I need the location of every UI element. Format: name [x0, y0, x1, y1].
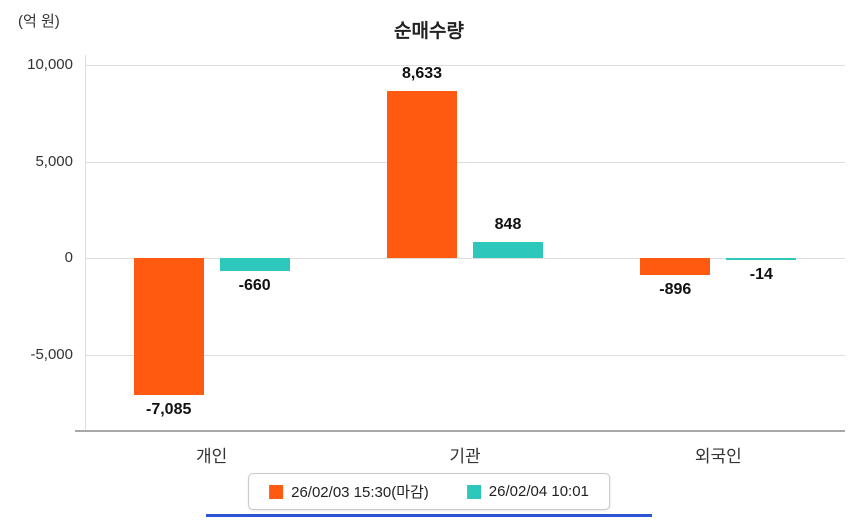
bar-series2-2	[473, 241, 543, 259]
value-label: -660	[238, 276, 271, 294]
bar-series1-1	[133, 258, 204, 395]
legend-label: 26/02/04 10:01	[488, 483, 589, 500]
value-label: 848	[494, 215, 522, 233]
bar-series2-1	[219, 258, 290, 271]
x-category-label: 외국인	[694, 447, 742, 466]
y-axis-unit-label: (억 원)	[18, 13, 60, 30]
value-label: -7,085	[146, 400, 192, 418]
x-category-label: 기관	[449, 447, 481, 466]
legend-swatch-teal	[466, 484, 481, 499]
y-tick-label: -5,000	[30, 345, 73, 363]
gridline	[85, 161, 845, 163]
chart-title: 순매수량	[394, 21, 464, 42]
bottom-accent-line	[206, 514, 652, 517]
legend: 26/02/03 15:30(마감) 26/02/04 10:01	[248, 473, 610, 510]
legend-swatch-orange	[269, 484, 284, 499]
y-axis-line	[85, 55, 86, 430]
value-label: -896	[659, 281, 692, 299]
value-label: 8,633	[401, 65, 443, 83]
y-tick-label: 0	[64, 249, 73, 267]
legend-item-1[interactable]: 26/02/03 15:30(마감)	[269, 481, 429, 502]
x-axis-line	[75, 430, 845, 432]
bar-series2-3	[726, 258, 797, 260]
bar-series1-2	[387, 91, 457, 259]
gridline	[85, 65, 845, 66]
y-tick-label: 10,000	[27, 56, 73, 73]
x-category-label: 개인	[196, 447, 228, 466]
y-tick-label: 5,000	[35, 152, 73, 170]
value-label: -14	[749, 265, 773, 283]
legend-label: 26/02/03 15:30(마감)	[291, 484, 429, 501]
gridline	[85, 354, 845, 356]
bar-series1-3	[640, 258, 711, 276]
gridline	[85, 258, 845, 260]
legend-item-2[interactable]: 26/02/04 10:01	[466, 483, 589, 500]
